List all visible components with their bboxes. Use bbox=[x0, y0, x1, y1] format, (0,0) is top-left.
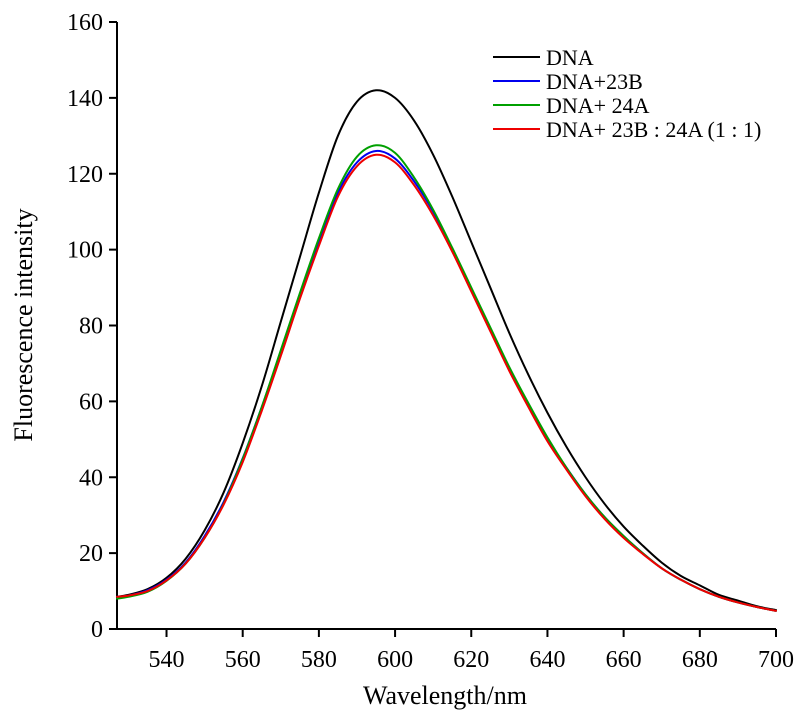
y-tick-label: 60 bbox=[79, 389, 103, 415]
series-line-4 bbox=[116, 153, 777, 612]
y-tick-label: 20 bbox=[79, 541, 103, 567]
x-tick-label: 560 bbox=[225, 647, 261, 673]
x-tick-label: 620 bbox=[453, 647, 489, 673]
x-tick-label: 680 bbox=[682, 647, 718, 673]
legend-label-3: DNA+ 24A bbox=[546, 93, 650, 118]
legend-label-4: DNA+ 23B : 24A (1 : 1) bbox=[546, 117, 761, 142]
y-tick-label: 40 bbox=[79, 465, 103, 491]
x-tick-label: 540 bbox=[149, 647, 185, 673]
y-tick-label: 100 bbox=[67, 238, 103, 264]
x-tick-label: 640 bbox=[529, 647, 565, 673]
series-line-1 bbox=[116, 89, 777, 612]
y-tick-label: 80 bbox=[79, 314, 103, 340]
axes: 0 20 40 60 80 100 120 140 160 540 560 580 600 620 640 6… bbox=[67, 10, 794, 673]
y-tick-label: 0 bbox=[91, 617, 103, 643]
y-tick-label: 160 bbox=[67, 10, 103, 36]
x-axis-title: Wavelength/nm bbox=[363, 681, 527, 710]
series-line-3 bbox=[116, 144, 777, 612]
legend-label-1: DNA bbox=[546, 45, 594, 70]
x-tick-label: 660 bbox=[606, 647, 642, 673]
y-tick-label: 140 bbox=[67, 86, 103, 112]
x-tick-label: 600 bbox=[377, 647, 413, 673]
y-axis-title: Fluorescence intensity bbox=[9, 208, 38, 441]
series-group bbox=[116, 89, 777, 612]
legend-label-2: DNA+23B bbox=[546, 69, 643, 94]
series-line-2 bbox=[116, 149, 777, 612]
x-tick-label: 580 bbox=[301, 647, 337, 673]
x-tick-label: 700 bbox=[758, 647, 794, 673]
y-tick-label: 120 bbox=[67, 162, 103, 188]
